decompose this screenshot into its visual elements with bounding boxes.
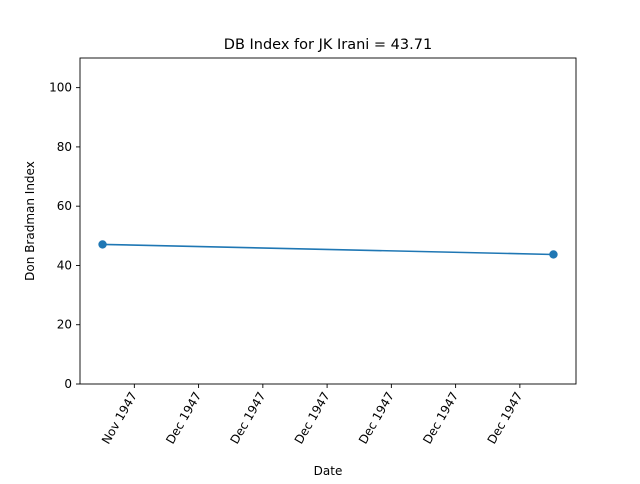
y-tick-label: 100 [49, 81, 72, 95]
y-tick-label: 0 [64, 377, 72, 391]
y-axis-label: Don Bradman Index [23, 161, 37, 281]
data-point [98, 240, 107, 249]
series-line [102, 243, 554, 256]
y-tick-label: 60 [57, 199, 72, 213]
x-axis-label: Date [314, 464, 343, 478]
y-tick-label: 20 [57, 318, 72, 332]
chart-title: DB Index for JK Irani = 43.71 [224, 37, 432, 53]
y-tick-label: 40 [57, 258, 72, 272]
plot-frame [79, 57, 577, 385]
data-point [549, 250, 558, 259]
y-tick-label: 80 [57, 140, 72, 154]
